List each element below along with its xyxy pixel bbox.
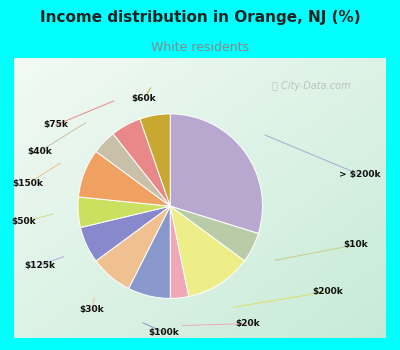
Text: > $200k: > $200k (339, 170, 381, 179)
Text: Income distribution in Orange, NJ (%): Income distribution in Orange, NJ (%) (40, 10, 360, 25)
Text: ⓘ City-Data.com: ⓘ City-Data.com (272, 81, 351, 91)
Wedge shape (170, 206, 189, 299)
Text: $125k: $125k (24, 261, 56, 270)
Wedge shape (96, 134, 170, 206)
Wedge shape (80, 206, 170, 261)
Wedge shape (129, 206, 170, 299)
Wedge shape (78, 197, 170, 228)
Text: $30k: $30k (80, 304, 104, 314)
Wedge shape (170, 114, 262, 233)
Text: $75k: $75k (44, 120, 68, 130)
Text: $10k: $10k (344, 240, 368, 249)
Wedge shape (170, 206, 258, 261)
Wedge shape (78, 152, 170, 206)
Text: $20k: $20k (236, 319, 260, 328)
Text: $200k: $200k (313, 287, 343, 296)
Text: $40k: $40k (28, 147, 52, 156)
Wedge shape (96, 206, 170, 288)
Text: $60k: $60k (132, 94, 156, 103)
Wedge shape (140, 114, 170, 206)
Text: White residents: White residents (151, 41, 249, 54)
Wedge shape (170, 206, 244, 296)
Text: $100k: $100k (149, 328, 179, 337)
Wedge shape (113, 119, 170, 206)
Text: $150k: $150k (12, 179, 44, 188)
Text: $50k: $50k (12, 217, 36, 226)
